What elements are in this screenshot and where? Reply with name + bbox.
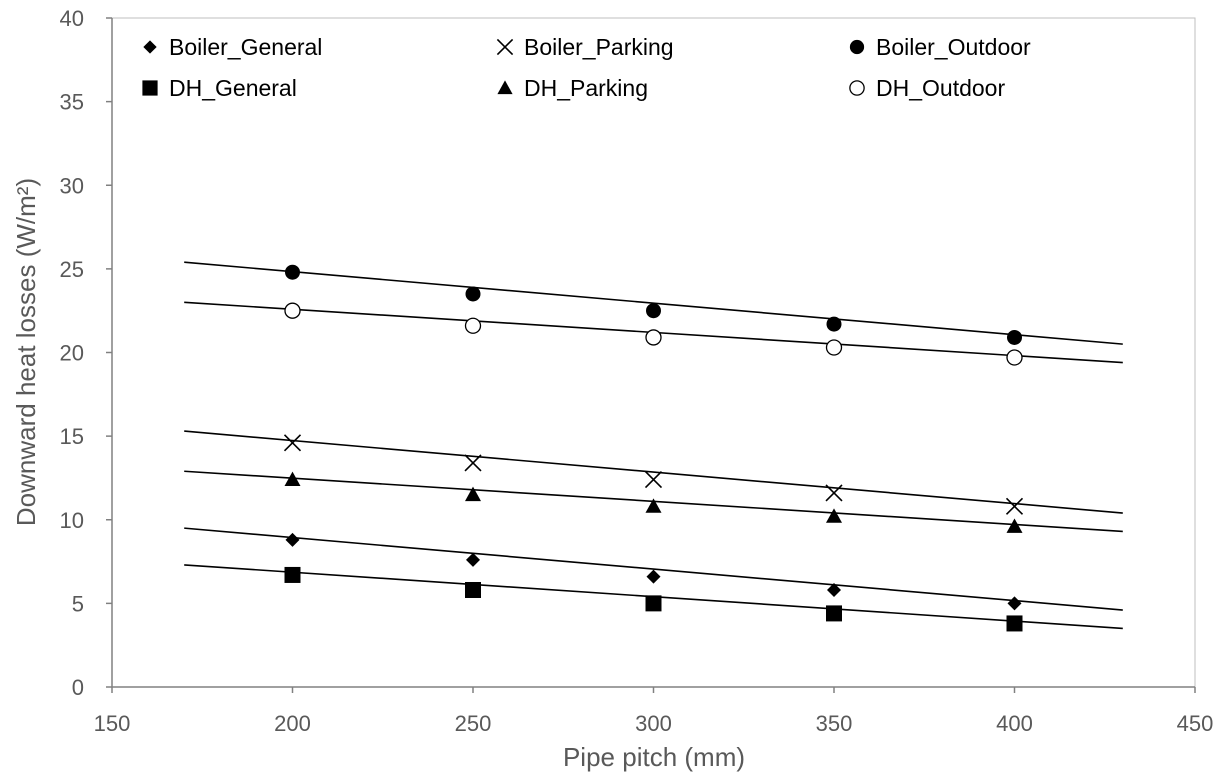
point-boiler-outdoor xyxy=(826,316,842,332)
data-markers xyxy=(283,264,1024,632)
x-tick-label: 400 xyxy=(996,711,1033,736)
trendline-boiler-parking xyxy=(184,430,1123,514)
legend-symbol-boiler-general xyxy=(143,40,157,54)
point-boiler-outdoor xyxy=(465,286,481,302)
x-axis-title: Pipe pitch (mm) xyxy=(563,742,745,772)
point-boiler-outdoor xyxy=(646,303,661,319)
legend-symbol-boiler-parking xyxy=(496,38,514,56)
legend-label-dh-outdoor: DH_Outdoor xyxy=(876,75,1005,101)
point-boiler-parking xyxy=(644,471,663,489)
x-tick-label: 450 xyxy=(1177,711,1214,736)
legend-label-boiler-parking: Boiler_Parking xyxy=(524,34,674,60)
y-tick-label: 0 xyxy=(72,675,84,700)
point-dh-parking xyxy=(1006,518,1023,533)
point-dh-outdoor xyxy=(464,317,482,334)
y-tick-label: 10 xyxy=(60,508,84,533)
legend-label-dh-parking: DH_Parking xyxy=(524,75,648,101)
point-dh-general xyxy=(645,595,662,612)
legend: Boiler_General Boiler_Parking Boiler_Outdo… xyxy=(142,34,1031,101)
point-boiler-parking xyxy=(1005,497,1024,515)
point-boiler-general xyxy=(646,569,661,584)
point-dh-general xyxy=(1006,615,1023,632)
legend-symbol-dh-general xyxy=(142,80,158,96)
axes: 150 200 250 300 350 400 450 0 5 10 15 20 25 30 35 40 xyxy=(60,6,1214,736)
point-dh-outdoor xyxy=(284,302,301,319)
trendline-boiler-outdoor xyxy=(184,261,1123,345)
point-dh-outdoor xyxy=(825,339,843,356)
legend-label-dh-general: DH_General xyxy=(169,75,297,101)
y-tick-label: 20 xyxy=(60,341,84,366)
point-boiler-parking xyxy=(825,484,843,502)
point-dh-general xyxy=(826,605,842,622)
point-dh-general xyxy=(465,581,481,598)
point-dh-general xyxy=(284,566,301,583)
point-dh-parking xyxy=(284,471,301,487)
plot-area xyxy=(111,17,1196,688)
point-boiler-outdoor xyxy=(285,264,300,280)
point-dh-outdoor xyxy=(1006,349,1023,366)
point-boiler-general xyxy=(827,582,841,597)
point-boiler-parking xyxy=(464,454,482,472)
y-tick-label: 35 xyxy=(60,90,84,115)
legend-symbol-dh-outdoor xyxy=(849,80,865,96)
point-dh-parking xyxy=(826,508,842,523)
x-tick-label: 250 xyxy=(455,711,492,736)
legend-symbol-dh-parking xyxy=(497,80,513,95)
trendline-boiler-general xyxy=(184,527,1123,611)
y-tick-label: 5 xyxy=(72,591,84,616)
point-boiler-general xyxy=(285,532,300,547)
y-tick-label: 40 xyxy=(60,6,84,31)
legend-symbol-boiler-outdoor xyxy=(849,39,865,55)
plot-frame xyxy=(111,17,1196,688)
x-tick-label: 150 xyxy=(94,711,131,736)
x-tick-label: 300 xyxy=(635,711,672,736)
y-tick-label: 30 xyxy=(60,173,84,198)
point-boiler-outdoor xyxy=(1007,329,1022,345)
x-tick-label: 350 xyxy=(816,711,853,736)
y-tick-label: 15 xyxy=(60,424,84,449)
legend-label-boiler-outdoor: Boiler_Outdoor xyxy=(876,34,1031,60)
point-dh-parking xyxy=(465,486,481,502)
x-tick-label: 200 xyxy=(274,711,311,736)
y-tick-label: 25 xyxy=(60,257,84,282)
point-dh-outdoor xyxy=(645,329,662,346)
y-axis-title: Downward heat losses (W/m²) xyxy=(11,178,41,526)
point-boiler-general xyxy=(1007,596,1022,611)
point-boiler-parking xyxy=(283,434,302,452)
point-boiler-general xyxy=(466,552,480,567)
point-dh-parking xyxy=(645,498,662,513)
legend-label-boiler-general: Boiler_General xyxy=(169,34,322,60)
